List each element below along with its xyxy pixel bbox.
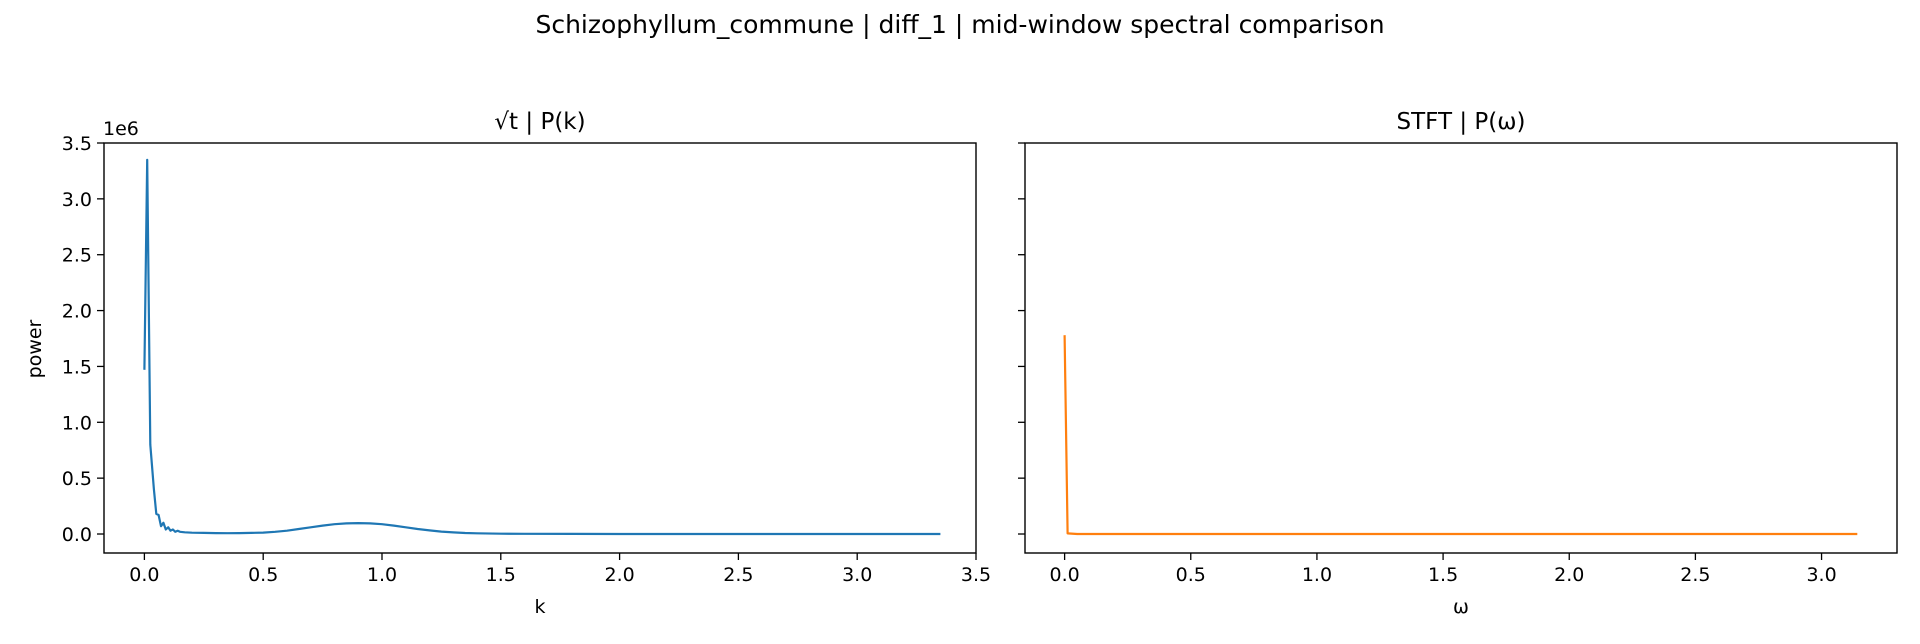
chart-panel-left: √t | P(k) 1e6 power k 0.0 0.5 1.0 1.5 2.0 2.5… <box>24 109 991 618</box>
x-ticks: 0.0 0.5 1.0 1.5 2.0 2.5 3.0 3.5 <box>129 553 991 586</box>
x-tick-label: 3.0 <box>842 564 872 586</box>
x-tick-label: 0.5 <box>1176 564 1206 586</box>
x-tick-label: 0.0 <box>129 564 159 586</box>
y-axis-label: power <box>24 319 46 378</box>
axes-frame <box>103 142 977 554</box>
x-tick-label: 1.5 <box>486 564 516 586</box>
series-line <box>143 158 941 536</box>
chart-panel-right: STFT | P(ω) ω 0.0 0.5 1.0 1.5 2.0 2.5 3.0 <box>1018 109 1898 618</box>
y-tick-label: 3.0 <box>62 189 92 211</box>
y-tick-label: 1.0 <box>62 412 92 434</box>
x-axis-label: ω <box>1453 596 1469 618</box>
figure-suptitle: Schizophyllum_commune | diff_1 | mid-win… <box>535 10 1384 39</box>
axes-frame <box>1024 142 1898 554</box>
y-ticks <box>1018 142 1025 535</box>
x-tick-label: 1.0 <box>1302 564 1332 586</box>
y-tick-label: 3.5 <box>62 133 92 155</box>
x-tick-label: 3.5 <box>961 564 991 586</box>
x-tick-label: 1.5 <box>1428 564 1458 586</box>
x-tick-label: 0.5 <box>248 564 278 586</box>
series-group <box>1063 335 1858 536</box>
x-tick-label: 0.0 <box>1050 564 1080 586</box>
y-tick-label: 2.5 <box>62 245 92 267</box>
y-tick-label: 2.0 <box>62 301 92 323</box>
series-group <box>143 158 941 536</box>
x-tick-label: 2.5 <box>1680 564 1710 586</box>
y-tick-label: 0.5 <box>62 468 92 490</box>
chart-title: STFT | P(ω) <box>1397 109 1526 135</box>
series-line <box>1063 335 1858 536</box>
x-tick-label: 1.0 <box>367 564 397 586</box>
y-ticks: 0.0 0.5 1.0 1.5 2.0 2.5 3.0 3.5 <box>62 133 104 546</box>
x-tick-label: 2.0 <box>604 564 634 586</box>
x-ticks: 0.0 0.5 1.0 1.5 2.0 2.5 3.0 <box>1050 553 1837 586</box>
x-tick-label: 2.5 <box>723 564 753 586</box>
y-tick-label: 0.0 <box>62 524 92 546</box>
chart-title: √t | P(k) <box>494 109 585 135</box>
x-tick-label: 3.0 <box>1806 564 1836 586</box>
y-offset-label: 1e6 <box>103 118 139 140</box>
x-tick-label: 2.0 <box>1554 564 1584 586</box>
x-axis-label: k <box>534 596 545 618</box>
y-tick-label: 1.5 <box>62 356 92 378</box>
